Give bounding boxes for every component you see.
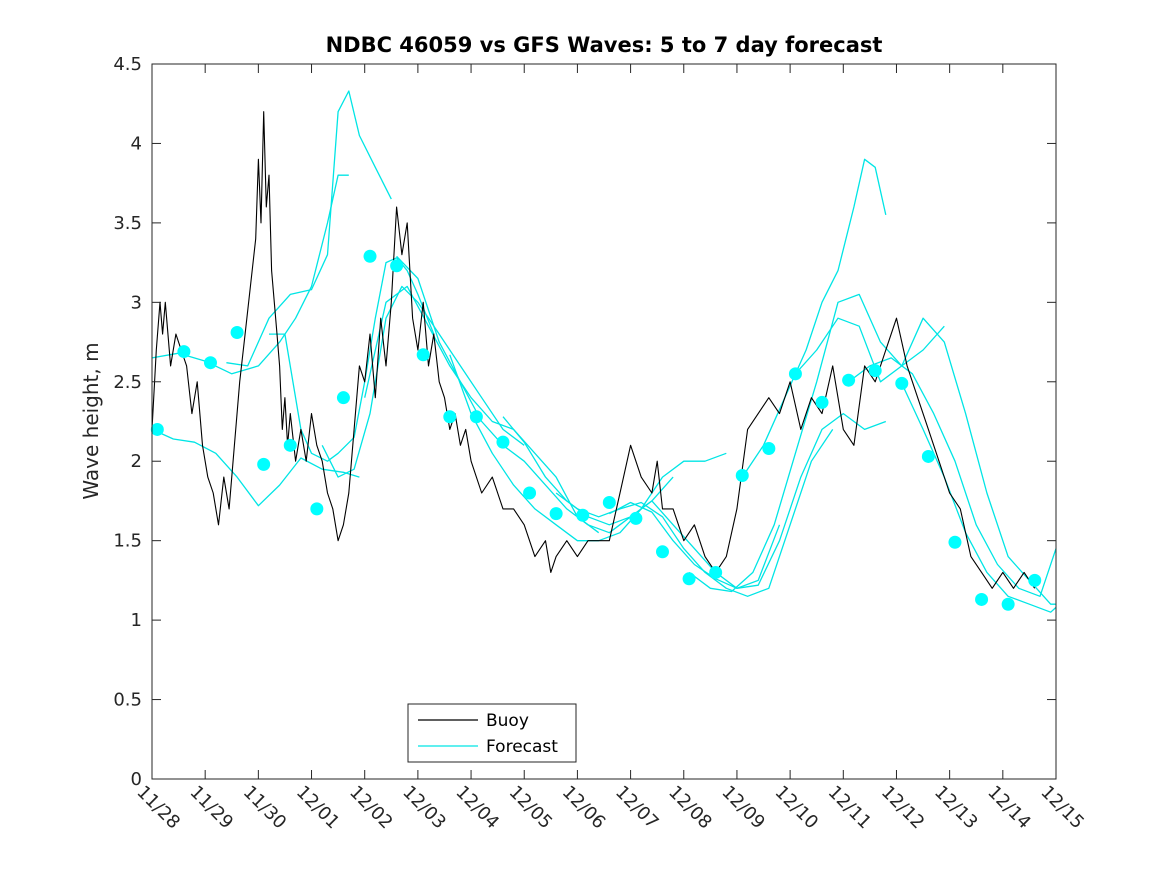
forecast-run-line	[608, 412, 887, 589]
forecast-marker	[549, 507, 563, 521]
forecast-marker	[895, 376, 909, 390]
forecast-marker	[762, 442, 776, 456]
forecast-marker	[496, 435, 510, 449]
forecast-run-line	[901, 383, 1057, 613]
forecast-marker	[709, 565, 723, 579]
legend: Buoy Forecast	[407, 703, 577, 763]
y-tick-label: 2.5	[113, 372, 142, 393]
forecast-marker	[443, 410, 457, 424]
y-tick-label: 0.5	[113, 690, 142, 711]
forecast-marker	[523, 486, 537, 500]
y-tick-label: 1.5	[113, 531, 142, 552]
forecast-marker	[735, 469, 749, 483]
forecast-run-line	[794, 317, 1056, 605]
forecast-marker	[682, 572, 696, 586]
forecast-marker	[390, 259, 404, 273]
legend-forecast-label: Forecast	[486, 737, 558, 757]
forecast-markers	[150, 249, 1042, 611]
forecast-run-line	[321, 285, 525, 478]
forecast-run-line	[364, 285, 600, 534]
forecast-marker	[469, 410, 483, 424]
y-tick-label: 3	[131, 292, 142, 313]
forecast-marker	[868, 364, 882, 378]
legend-buoy-label: Buoy	[486, 711, 529, 731]
forecast-run-line	[396, 255, 674, 534]
y-tick-label: 1	[131, 610, 142, 631]
chart-title: NDBC 46059 vs GFS Waves: 5 to 7 day fore…	[326, 33, 883, 57]
forecast-marker	[336, 391, 350, 405]
y-tick-label: 0	[131, 769, 142, 790]
forecast-run-line	[151, 428, 360, 507]
forecast-marker	[576, 508, 590, 522]
forecast-marker	[815, 395, 829, 409]
y-tick-label: 2	[131, 451, 142, 472]
forecast-marker	[655, 545, 669, 559]
forecast-marker	[1028, 573, 1042, 587]
forecast-marker	[203, 356, 217, 370]
y-axis: 0 0.5 1 1.5 2 2.5 3 3.5 4 4.5	[113, 54, 1056, 790]
y-tick-label: 4.5	[113, 54, 142, 75]
forecast-run-line	[741, 158, 887, 478]
forecast-marker	[948, 535, 962, 549]
plot-area	[152, 64, 1056, 779]
forecast-marker	[283, 438, 297, 452]
forecast-run-line	[848, 357, 1057, 597]
forecast-marker	[629, 511, 643, 525]
forecast-marker	[602, 496, 616, 510]
forecast-run-line	[269, 257, 435, 462]
forecast-marker	[975, 592, 989, 606]
y-axis-label: Wave height, m	[79, 342, 103, 499]
forecast-marker	[230, 326, 244, 340]
y-tick-label: 3.5	[113, 213, 142, 234]
forecast-marker	[150, 422, 164, 436]
forecast-marker	[416, 348, 430, 362]
forecast-marker	[842, 373, 856, 387]
forecast-marker	[1001, 597, 1015, 611]
forecast-run-line	[502, 416, 781, 589]
forecast-marker	[310, 502, 324, 516]
y-tick-label: 4	[131, 133, 142, 154]
forecast-run-line	[555, 429, 834, 597]
forecast-marker	[257, 457, 271, 471]
forecast-marker	[788, 367, 802, 381]
forecast-marker	[363, 249, 377, 263]
forecast-lines	[151, 90, 1057, 613]
legend-box	[407, 703, 577, 763]
forecast-run-line	[226, 90, 392, 367]
forecast-marker	[177, 345, 191, 359]
forecast-marker	[921, 449, 935, 463]
plot-frame	[151, 63, 1057, 780]
